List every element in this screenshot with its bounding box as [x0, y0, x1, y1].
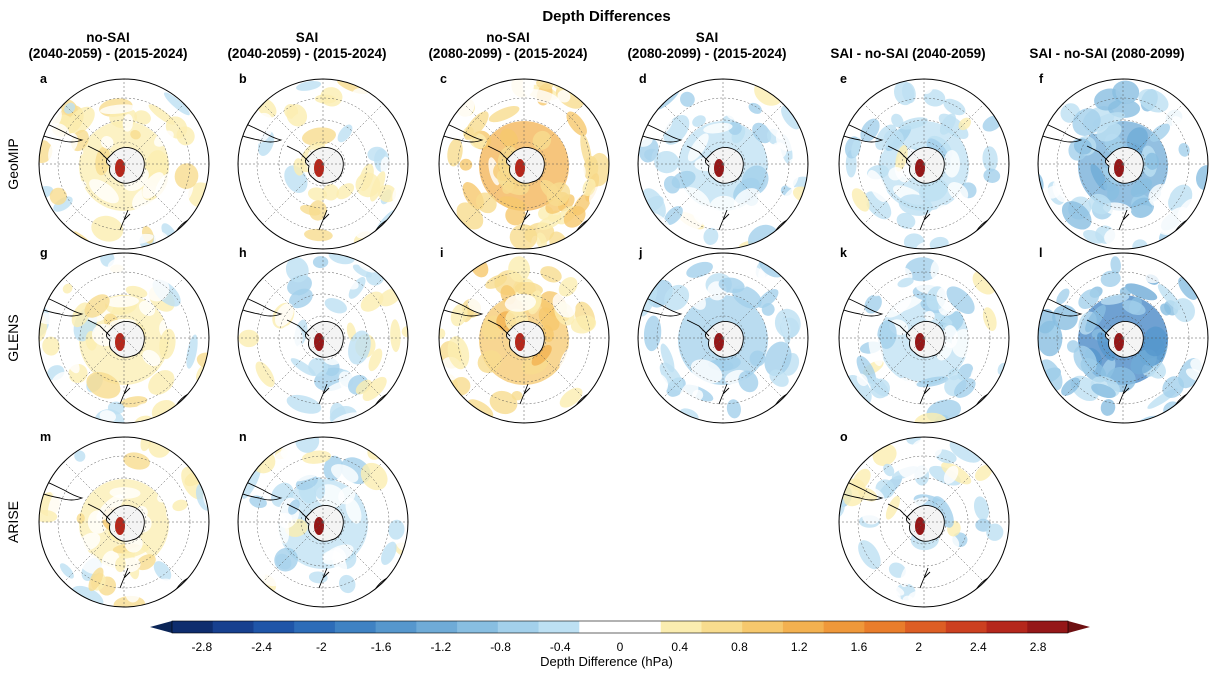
colorbar-segment [864, 621, 906, 633]
column-header-6: SAI - no-SAI (2080-2099) [1009, 46, 1205, 62]
colorbar-segment [620, 621, 662, 633]
colorbar-segment [1027, 621, 1069, 633]
colorbar-tick-label: 0.4 [671, 640, 689, 654]
polar-map-panel-g [38, 252, 210, 424]
panel-letter-j: j [639, 246, 643, 260]
colorbar-tick-label: 2.4 [970, 640, 987, 654]
column-header-line2: (2040-2059) - (2015-2024) [227, 46, 387, 61]
colorbar-segment [986, 621, 1028, 633]
polar-map-panel-m [38, 436, 210, 608]
colorbar-segment [782, 621, 825, 633]
polar-map-panel-o [838, 436, 1010, 608]
row-label-glens: GLENS [5, 314, 21, 362]
colorbar-segment [660, 621, 702, 633]
polar-map-panel-j [637, 252, 809, 424]
panel-letter-f: f [1039, 72, 1044, 86]
polar-map-panel-l [1037, 252, 1209, 424]
colorbar-segment [742, 621, 784, 633]
panel-letter-d: d [639, 72, 647, 86]
column-header-4: SAI (2080-2099) - (2015-2024) [609, 30, 805, 62]
polar-map-panel-c [438, 78, 610, 250]
row-label-arise: ARISE [5, 501, 21, 544]
colorbar-segment [212, 621, 254, 633]
colorbar-segment [905, 621, 947, 633]
colorbar-tick-label: 1.2 [790, 640, 808, 654]
colorbar-label: Depth Difference (hPa) [540, 654, 673, 669]
colorbar-segment [294, 621, 336, 633]
colorbar-tick-label: 2 [915, 640, 922, 654]
colorbar-segment [823, 621, 865, 633]
panel-letter-e: e [840, 72, 847, 86]
colorbar-segment [334, 621, 377, 633]
colorbar-tick-label: -2.8 [191, 640, 213, 654]
column-header-line2: (2080-2099) - (2015-2024) [428, 46, 588, 61]
polar-map-panel-k [838, 252, 1010, 424]
panel-letter-b: b [239, 72, 247, 86]
colorbar-segment [497, 621, 540, 633]
colorbar-tick-label: -1.6 [370, 640, 392, 654]
panel-letter-n: n [239, 430, 247, 444]
panel-letter-c: c [440, 72, 447, 86]
row-label-geomip: GeoMIP [5, 138, 21, 190]
colorbar-tick-label: 0.8 [731, 640, 748, 654]
column-header-line1: SAI - no-SAI (2040-2059) [830, 46, 986, 61]
panel-letter-m: m [40, 430, 52, 444]
panel-letter-h: h [239, 246, 247, 260]
polar-map-panel-h [237, 252, 409, 424]
colorbar-segment [538, 621, 580, 633]
colorbar-tick-label: -0.8 [490, 640, 511, 654]
colorbar-segment [375, 621, 417, 633]
colorbar-segment [701, 621, 743, 633]
polar-map-panel-a [38, 78, 210, 250]
colorbar-tick-label: 2.8 [1029, 640, 1047, 654]
panel-letter-o: o [840, 430, 848, 444]
colorbar [150, 620, 1090, 634]
column-header-line1: SAI [295, 30, 319, 45]
column-header-line1: no-SAI [486, 30, 530, 45]
colorbar-tick-label: -2.4 [251, 640, 272, 654]
figure-title: Depth Differences [542, 8, 671, 25]
panel-letter-l: l [1039, 246, 1043, 260]
colorbar-segment [945, 621, 988, 633]
colorbar-extend-max [1068, 621, 1090, 633]
column-header-5: SAI - no-SAI (2040-2059) [810, 46, 1006, 62]
polar-map-panel-f [1037, 78, 1209, 250]
colorbar-segment [172, 621, 214, 633]
polar-map-panel-e [838, 78, 1010, 250]
panel-letter-a: a [40, 72, 47, 86]
column-header-line1: no-SAI [86, 30, 130, 45]
column-header-line2: (2040-2059) - (2015-2024) [28, 46, 188, 61]
colorbar-tick-label: 1.6 [850, 640, 868, 654]
column-header-line1: SAI - no-SAI (2080-2099) [1029, 46, 1185, 61]
panel-letter-g: g [40, 246, 48, 260]
colorbar-tick-label: -1.2 [430, 640, 452, 654]
colorbar-extend-min [150, 621, 172, 633]
panel-letter-i: i [440, 246, 444, 260]
panel-letter-k: k [840, 246, 847, 260]
colorbar-segment [457, 621, 499, 633]
polar-map-panel-i [438, 252, 610, 424]
column-header-1: no-SAI (2040-2059) - (2015-2024) [10, 30, 206, 62]
colorbar-tick-label: 0 [616, 640, 624, 654]
colorbar-segment [416, 621, 458, 633]
polar-map-panel-d [637, 78, 809, 250]
colorbar-tick-label: -2 [315, 640, 327, 654]
column-header-2: SAI (2040-2059) - (2015-2024) [209, 30, 405, 62]
polar-map-panel-n [237, 436, 409, 608]
colorbar-tick-label: -0.4 [549, 640, 571, 654]
column-header-3: no-SAI (2080-2099) - (2015-2024) [410, 30, 606, 62]
column-header-line2: (2080-2099) - (2015-2024) [627, 46, 787, 61]
colorbar-segment [253, 621, 295, 633]
polar-map-panel-b [237, 78, 409, 250]
column-header-line1: SAI [695, 30, 719, 45]
colorbar-segment [579, 621, 621, 633]
